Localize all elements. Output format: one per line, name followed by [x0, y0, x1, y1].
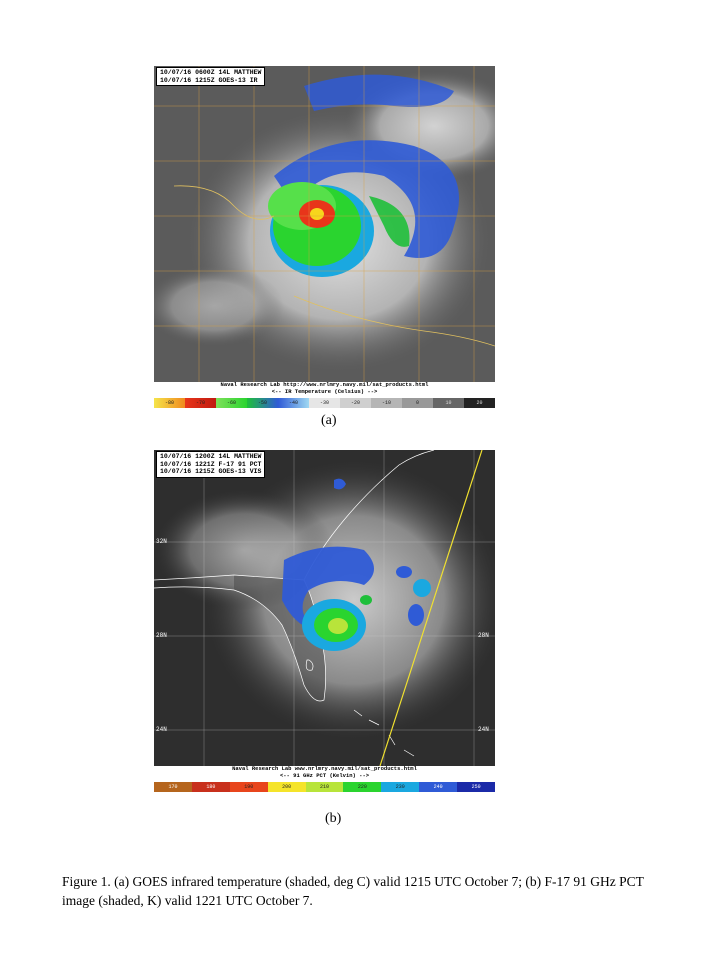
- ir-colorbar-segment: -80: [154, 398, 185, 408]
- lat-label: 28N: [478, 632, 489, 639]
- ir-colorbar-tick: -70: [195, 400, 205, 406]
- pct-colorbar-tick: 180: [206, 784, 216, 790]
- pct-colorbar-segment: 180: [191, 782, 230, 792]
- pct-header-line: 10/07/16 1200Z 14L MATTHEW: [160, 453, 262, 460]
- pct-colorbar-tick: 240: [433, 784, 443, 790]
- pct-colorbar-segment: 220: [343, 782, 382, 792]
- pct-colorbar: 170 180 190 200 210 220 230 240 250: [154, 782, 495, 792]
- ir-satellite-image: 10/07/16 0600Z 14L MATTHEW 10/07/16 1215Z…: [154, 66, 495, 408]
- ir-colorbar-segment: -30: [309, 398, 340, 408]
- panel-a-label: (a): [321, 413, 337, 428]
- pct-colorbar-segment: 190: [229, 782, 268, 792]
- ir-colorbar-tick: -40: [288, 400, 298, 406]
- lat-label: 24N: [478, 726, 489, 733]
- ir-colorbar-tick: 10: [445, 400, 452, 406]
- ir-image-footer: Naval Research Lab http://www.nrlmry.nav…: [154, 381, 495, 398]
- pct-footer-line: <-- 91 GHz PCT (Kelvin) -->: [279, 771, 370, 779]
- microwave-pct-image: 32N 28N 28N 24N 24N 10/07/16 1200Z 14L M…: [154, 450, 495, 792]
- ir-colorbar-segment: -20: [340, 398, 371, 408]
- ir-colorbar-segment: 0: [402, 398, 433, 408]
- pct-colorbar-tick: 230: [395, 784, 405, 790]
- ir-colorbar-segment: -10: [371, 398, 402, 408]
- pct-footer-line: Naval Research Lab www.nrlmry.navy.mil/s…: [232, 765, 417, 772]
- pct-header-line: 10/07/16 1215Z GOES-13 VIS: [160, 468, 262, 475]
- pct-colorbar-tick: 220: [357, 784, 367, 790]
- ir-colorbar-segment: 10: [433, 398, 464, 408]
- lat-label: 28N: [156, 632, 167, 639]
- ir-colorbar-segment: 20: [464, 398, 495, 408]
- lat-label: 32N: [156, 538, 167, 545]
- pct-colorbar-segment: 170: [154, 782, 192, 792]
- pct-image-footer: Naval Research Lab www.nrlmry.navy.mil/s…: [154, 765, 495, 782]
- ir-colorbar-tick: -10: [381, 400, 391, 406]
- pct-colorbar-segment: 200: [267, 782, 306, 792]
- ir-colorbar-segment: -40: [278, 398, 309, 408]
- pct-colorbar-tick: 170: [168, 784, 178, 790]
- ir-image-header: 10/07/16 0600Z 14L MATTHEW 10/07/16 1215Z…: [156, 67, 266, 86]
- pct-header-line: 10/07/16 1221Z F-17 91 PCT: [160, 460, 262, 468]
- ir-colorbar-tick: 20: [476, 400, 483, 406]
- lat-label: 24N: [156, 726, 167, 733]
- ir-colorbar-tick: -80: [164, 400, 174, 406]
- panel-b-label: (b): [325, 811, 342, 826]
- pct-colorbar-segment: 250: [457, 782, 495, 792]
- ir-header-line: 10/07/16 0600Z 14L MATTHEW: [160, 69, 262, 76]
- pct-image-header: 10/07/16 1200Z 14L MATTHEW 10/07/16 1221Z…: [156, 451, 266, 478]
- ir-colorbar-segment: -50: [247, 398, 278, 408]
- ir-footer-line: Naval Research Lab http://www.nrlmry.nav…: [220, 381, 429, 388]
- ir-colorbar-tick: -20: [350, 400, 360, 406]
- ir-colorbar-tick: -50: [257, 400, 267, 406]
- ir-colorbar-tick: 0: [415, 400, 419, 406]
- pct-image-graphic: [154, 450, 495, 766]
- pct-colorbar-segment: 240: [419, 782, 458, 792]
- pct-colorbar-tick: 200: [282, 784, 292, 790]
- ir-colorbar-segment: -60: [216, 398, 247, 408]
- ir-colorbar-tick: -30: [319, 400, 329, 406]
- figure-caption: Figure 1. (a) GOES infrared temperature …: [62, 874, 644, 908]
- ir-colorbar: -80 -70 -60 -50 -40 -30 -20 -10 0 10 20: [154, 398, 495, 408]
- ir-header-line: 10/07/16 1215Z GOES-13 IR: [160, 76, 258, 84]
- ir-colorbar-tick: -60: [226, 400, 236, 406]
- ir-colorbar-segment: -70: [185, 398, 216, 408]
- pct-colorbar-segment: 230: [381, 782, 420, 792]
- ir-image-graphic: [154, 66, 495, 382]
- pct-colorbar-tick: 190: [244, 784, 254, 790]
- pct-colorbar-segment: 210: [305, 782, 344, 792]
- ir-footer-line: <-- IR Temperature (Celsius) -->: [271, 387, 378, 395]
- pct-colorbar-tick: 210: [320, 784, 330, 790]
- pct-colorbar-tick: 250: [471, 784, 481, 790]
